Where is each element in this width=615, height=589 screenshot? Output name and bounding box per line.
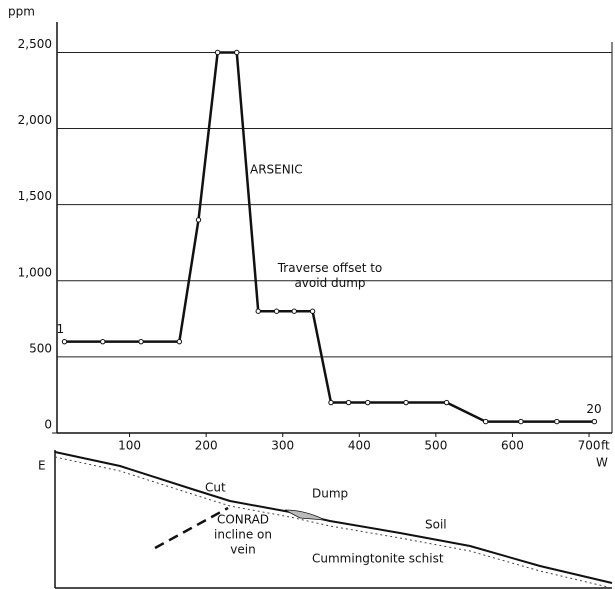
data-point [345, 399, 352, 406]
direction-label: W [596, 456, 608, 470]
data-point [195, 217, 202, 223]
series-label: ARSENIC [250, 163, 303, 177]
data-point [255, 308, 261, 314]
section-label: Dump [312, 487, 348, 501]
y-unit: ppm [8, 5, 35, 19]
data-point [176, 338, 183, 345]
x-tick-label: 200 [195, 439, 218, 453]
y-tick-label: 2,000 [18, 113, 52, 127]
data-point [234, 49, 240, 56]
data-point [100, 338, 106, 345]
data-point [518, 418, 524, 425]
y-tick-label: 1,000 [18, 265, 52, 279]
data-point [138, 338, 144, 345]
section-label: CONRAD [217, 513, 269, 527]
y-tick-label: 1,500 [18, 189, 52, 203]
soil-hatch [54, 456, 613, 589]
x-tick-label: 500 [424, 439, 447, 453]
section-label: Cummingtonite schist [312, 552, 444, 566]
point-label: 20 [586, 402, 601, 416]
data-point [403, 399, 409, 406]
cross-section: E Cut Dump CONRAD incline on vein Soil C… [38, 450, 613, 589]
data-point [443, 399, 450, 406]
section-label: Soil [425, 518, 447, 532]
east-label: E [38, 459, 46, 473]
x-tick-label: 300 [271, 439, 294, 453]
y-tick-label: 0 [44, 418, 52, 432]
x-tick-label: 400 [348, 439, 371, 453]
data-point [328, 399, 334, 406]
x-tick-label: 100 [118, 439, 141, 453]
data-point [61, 338, 68, 345]
data-line [64, 51, 595, 423]
data-point [591, 418, 598, 425]
annotation: Traverse offset to avoid dump [277, 261, 383, 290]
y-tick-label: 2,500 [18, 37, 52, 51]
incline [154, 506, 229, 550]
data-point [554, 418, 560, 425]
data-point [214, 49, 221, 56]
dump [284, 509, 326, 521]
data-point [365, 399, 371, 406]
point-label: 1 [56, 322, 64, 336]
data-point [309, 308, 316, 314]
section-label: vein [230, 543, 255, 557]
data-point [273, 308, 280, 314]
section-label: incline on [214, 528, 272, 542]
data-point [291, 308, 297, 314]
data-point [482, 418, 489, 425]
y-tick-label: 500 [29, 341, 52, 355]
x-tick-label: 700 [578, 439, 601, 453]
section-label: Cut [205, 481, 226, 495]
x-unit: ft [601, 439, 610, 453]
x-tick-label: 600 [501, 439, 524, 453]
